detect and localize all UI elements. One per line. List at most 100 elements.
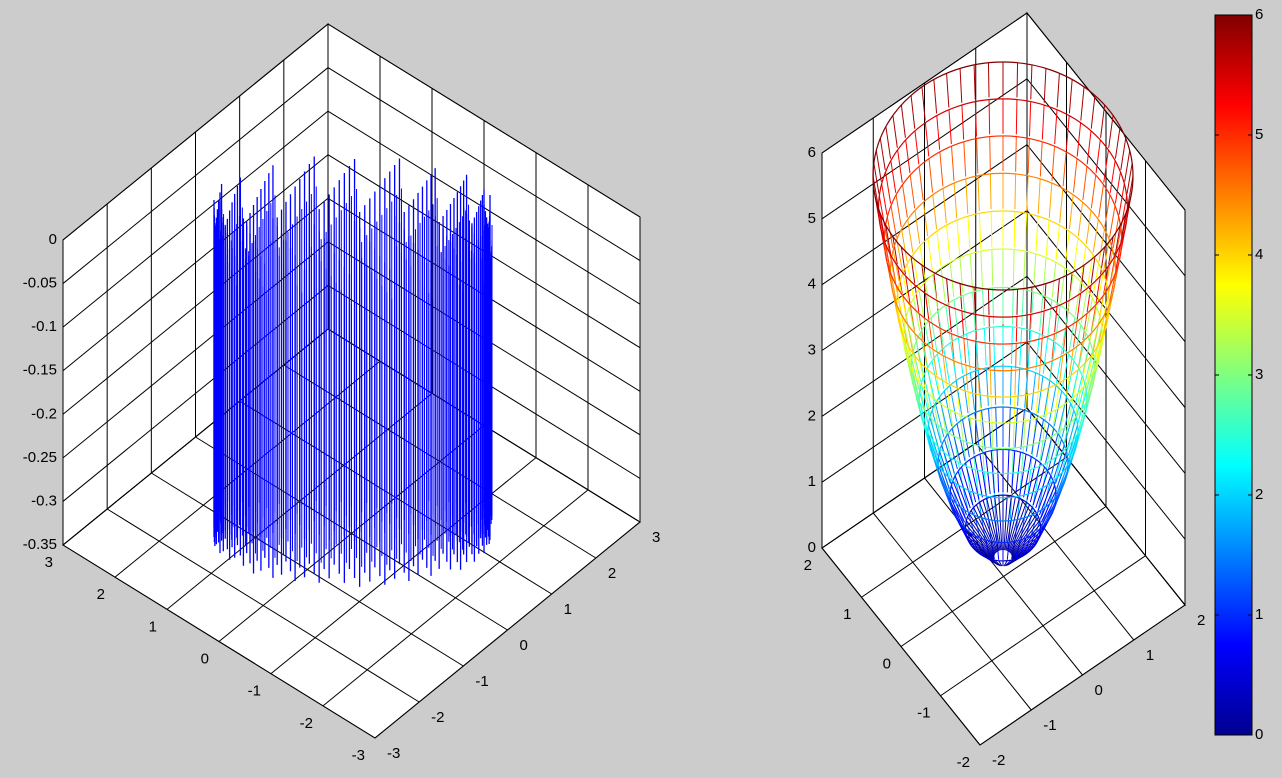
mesh-edge (951, 146, 955, 181)
grid-line (1026, 341, 1186, 540)
mesh-edge (967, 415, 975, 455)
mesh-edge (1011, 523, 1041, 558)
mesh-edge (942, 188, 947, 224)
mesh-edge (1024, 213, 1028, 249)
mesh-edge (1045, 220, 1050, 256)
mesh-edge (1004, 495, 1012, 551)
mesh-edge (1019, 328, 1023, 366)
grid-line (821, 210, 1028, 351)
mesh-edge (983, 328, 987, 366)
mesh-ring (937, 406, 1069, 522)
mesh-edge (885, 225, 892, 254)
mesh-edge (1106, 249, 1114, 282)
mesh-edge (1035, 216, 1039, 252)
mesh-edge (892, 115, 898, 148)
mesh-edge (1073, 238, 1079, 273)
mesh-edge (959, 257, 964, 294)
grid-line (1026, 78, 1186, 277)
y-tick-label: 2 (97, 586, 105, 603)
mesh-edge (1127, 175, 1134, 207)
mesh-edge (1086, 285, 1092, 312)
mesh-edge (945, 304, 951, 341)
mesh-edge (899, 283, 907, 315)
mesh-edge (1054, 306, 1058, 333)
grid-line (322, 489, 589, 707)
mesh-edge (979, 502, 998, 552)
mesh-edge (1096, 273, 1104, 306)
mesh-edge (948, 109, 952, 145)
mesh-edge (941, 445, 953, 479)
mesh-edge (990, 396, 993, 421)
y-tick-label: -1 (917, 705, 930, 722)
mesh-edge (1095, 139, 1101, 174)
mesh-edge (875, 150, 882, 182)
mesh-edge (989, 136, 991, 172)
mesh-edge (919, 332, 928, 367)
mesh-edge (1040, 423, 1050, 461)
mesh-edge (1056, 73, 1060, 108)
mesh-edge (1080, 265, 1085, 292)
mesh-edge (1035, 391, 1039, 417)
mesh-edge (1098, 229, 1105, 262)
mesh-edge (924, 390, 932, 417)
mesh-edge (919, 245, 926, 280)
mesh-edge (1055, 304, 1061, 341)
mesh-edge (1103, 239, 1110, 272)
mesh-edge (1072, 321, 1078, 348)
mesh-edge (918, 313, 924, 341)
mesh-edge (992, 287, 995, 325)
mesh-edge (1019, 537, 1027, 557)
mesh-edge (896, 239, 903, 272)
mesh-edge (957, 471, 971, 509)
z-tick-label: 5 (808, 210, 816, 227)
grid-line (821, 12, 1028, 154)
mesh-edge (912, 353, 920, 381)
mesh-edge (1030, 291, 1034, 329)
mesh-edge (1026, 532, 1037, 553)
mesh-edge (1067, 274, 1074, 309)
grid-line (979, 604, 1186, 746)
mesh-edge (902, 273, 910, 306)
mesh-edge (987, 62, 990, 98)
mesh-edge (1114, 243, 1121, 273)
z-tick-label: -0.15 (23, 362, 57, 379)
grid-line (62, 197, 329, 415)
mesh-edge (921, 265, 926, 292)
mesh-edge (890, 260, 898, 292)
z-tick-label: 6 (808, 144, 816, 161)
mesh-edge (1041, 104, 1045, 140)
mesh-edge (1048, 385, 1057, 422)
colorbar-tick-label: 5 (1255, 126, 1263, 143)
mesh-edge (936, 231, 942, 266)
mesh-edge (1086, 358, 1095, 390)
mesh-edge (905, 316, 914, 349)
mesh-edge (1037, 365, 1041, 391)
mesh-edge (1108, 260, 1116, 292)
mesh-edge (903, 326, 912, 358)
mesh-edge (1090, 95, 1096, 129)
colorbar-tick-label: 1 (1255, 606, 1263, 623)
x-tick-label: -3 (387, 745, 400, 762)
mesh-edge (928, 321, 934, 348)
mesh-edge (1030, 372, 1037, 411)
mesh-edge (1108, 115, 1114, 148)
mesh-edge (976, 504, 997, 553)
mesh-edge (1126, 163, 1133, 194)
mesh-edge (974, 456, 983, 498)
mesh-edge (963, 141, 967, 177)
mesh-edge (1074, 281, 1082, 316)
mesh-edge (989, 173, 992, 210)
mesh-edge (897, 293, 905, 325)
mesh-edge (940, 267, 946, 303)
mesh-edge (962, 440, 967, 465)
mesh-edge (1048, 183, 1053, 218)
mesh-edge (932, 397, 939, 424)
mesh-edge (873, 163, 880, 194)
mesh-edge (959, 414, 964, 440)
mesh-edge (900, 104, 906, 138)
mesh-edge (1073, 325, 1082, 359)
mesh-edge (1023, 420, 1026, 446)
mesh-edge (906, 263, 914, 297)
mesh-edge (1029, 528, 1041, 551)
mesh-edge (973, 64, 976, 100)
